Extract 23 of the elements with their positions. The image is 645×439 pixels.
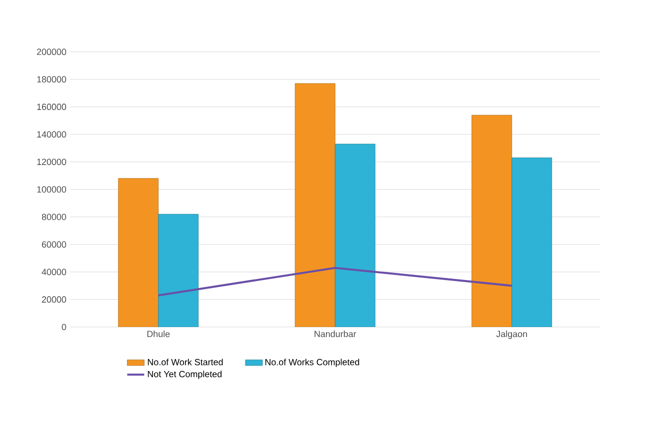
y-tick-label: 180000 — [37, 76, 66, 83]
y-tick-label: 60000 — [42, 241, 66, 248]
legend-label: Not Yet Completed — [148, 370, 222, 380]
bar — [334, 144, 376, 327]
bar — [512, 158, 552, 327]
bar — [158, 214, 199, 327]
y-tick-label: 100000 — [37, 186, 66, 193]
x-tick-label: Jalgaon — [496, 330, 527, 339]
y-tick-label: 20000 — [42, 296, 66, 303]
y-tick-label: 160000 — [37, 104, 66, 110]
bar — [294, 83, 336, 327]
y-tick-label: 140000 — [37, 131, 66, 138]
bar — [472, 114, 512, 327]
y-tick-label: 40000 — [42, 268, 66, 276]
legend-label: No.of Works Completed — [265, 358, 360, 368]
x-tick-label: Nandurbar — [314, 330, 356, 338]
bar — [118, 178, 159, 327]
legend-label: No.of Work Started — [148, 358, 223, 366]
y-tick-label: 120000 — [37, 158, 66, 166]
y-tick-label: 200000 — [37, 48, 66, 56]
x-tick-label: Dhule — [147, 330, 170, 338]
y-tick-label: 80000 — [42, 214, 66, 220]
y-tick-label: 0 — [62, 324, 66, 330]
